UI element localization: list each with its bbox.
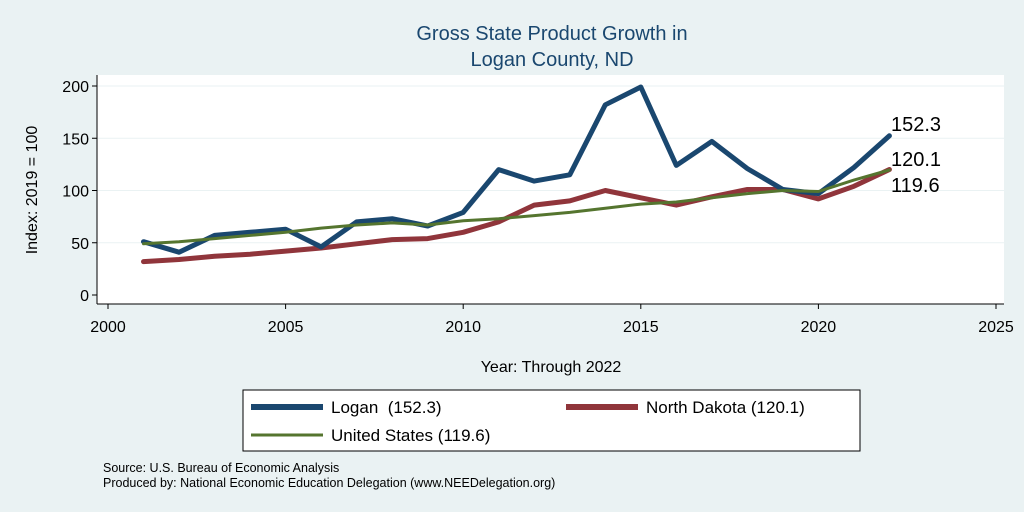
series-line-north-dakota (141, 167, 892, 265)
x-tick-label-2010: 2010 (445, 319, 481, 336)
legend-box (242, 389, 861, 452)
source-note: Source: U.S. Bureau of Economic Analysis (103, 461, 340, 475)
y-tick-label-0: 0 (80, 288, 89, 305)
produced-by-note: Produced by: National Economic Education… (103, 476, 556, 490)
y-tick-label-50: 50 (71, 236, 89, 253)
plot-area (97, 75, 1004, 304)
y-axis-label: Index: 2019 = 100 (24, 126, 41, 255)
chart-title-line-1: Gross State Product Growth in (416, 23, 687, 45)
x-tick-label-2015: 2015 (623, 319, 659, 336)
series-group (141, 84, 892, 265)
y-tick-label-150: 150 (62, 131, 89, 148)
legend-label-logan: Logan (152.3) (331, 398, 442, 417)
end-label-north-dakota: 120.1 (891, 149, 941, 171)
legend: Logan (152.3) North Dakota (120.1) Unite… (242, 389, 861, 452)
x-axis-label: Year: Through 2022 (481, 359, 622, 376)
ticks: 0 50 100 150 200 2000 2005 2010 2015 2020 2025 (62, 79, 1014, 336)
end-labels: 152.3 120.1 119.6 (891, 114, 941, 197)
series-line-logan (141, 84, 892, 255)
legend-label-united-states: United States (119.6) (331, 426, 490, 445)
end-label-logan: 152.3 (891, 114, 941, 136)
end-label-united-states: 119.6 (891, 175, 940, 197)
x-tick-label-2005: 2005 (268, 319, 304, 336)
y-tick-label-100: 100 (62, 184, 89, 201)
legend-label-north-dakota: North Dakota (120.1) (646, 398, 805, 417)
x-tick-label-2025: 2025 (978, 319, 1014, 336)
y-tick-label-200: 200 (62, 79, 89, 96)
grid (97, 85, 1004, 244)
series-line-united-states (142, 168, 891, 246)
x-tick-label-2020: 2020 (801, 319, 837, 336)
chart-title-line-2: Logan County, ND (470, 49, 633, 71)
x-tick-label-2000: 2000 (90, 319, 126, 336)
